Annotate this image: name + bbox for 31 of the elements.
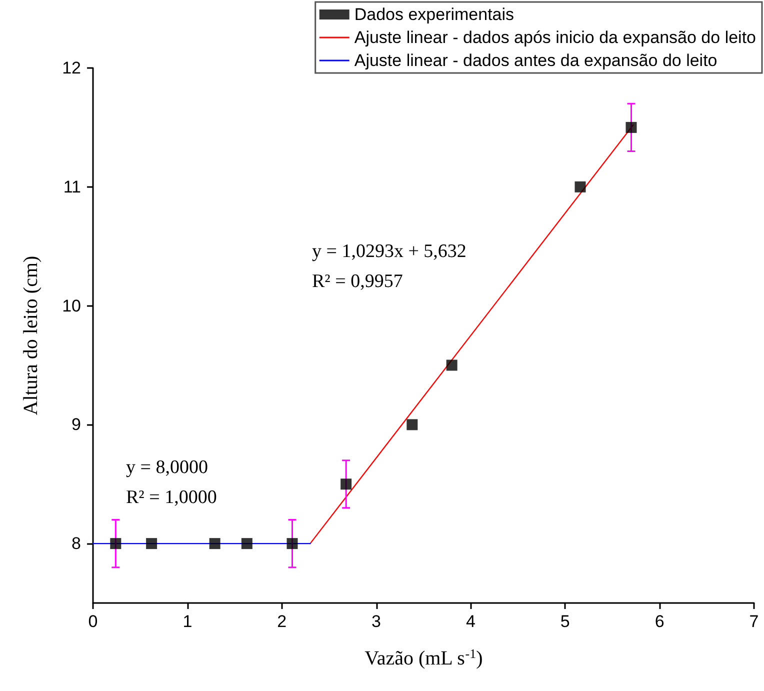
x-tick-label: 3 bbox=[372, 612, 382, 631]
y-tick-label: 8 bbox=[72, 534, 81, 554]
legend-label: Ajuste linear - dados antes da expansão do leito bbox=[354, 51, 718, 70]
point bbox=[626, 122, 637, 133]
x-tick-label: 0 bbox=[88, 612, 98, 631]
point bbox=[574, 181, 586, 192]
point bbox=[340, 478, 352, 490]
y-tick-label: 9 bbox=[72, 415, 81, 434]
point bbox=[406, 419, 418, 430]
x-tick-label: 7 bbox=[749, 612, 759, 631]
y-tick-label: 12 bbox=[62, 58, 81, 78]
x-tick-label: 5 bbox=[560, 612, 570, 631]
annotation: R² = 1,0000 bbox=[126, 487, 217, 508]
y-tick-label: 11 bbox=[63, 177, 81, 196]
point bbox=[110, 538, 122, 550]
point bbox=[446, 360, 458, 371]
y-tick-label: 10 bbox=[62, 296, 81, 316]
y-axis-title: Altura do leito (cm) bbox=[20, 256, 42, 416]
legend-label: Dados experimentais bbox=[354, 5, 514, 24]
point bbox=[146, 538, 158, 550]
x-tick-label: 4 bbox=[466, 612, 476, 631]
legend-label: Ajuste linear - dados após inicio da expansão do leito bbox=[354, 28, 756, 47]
annotation: y = 8,0000 bbox=[126, 457, 208, 478]
point bbox=[241, 538, 252, 550]
x-tick-label: 1 bbox=[182, 612, 192, 631]
annotation: y = 1,0293x + 5,632 bbox=[312, 241, 466, 262]
point bbox=[209, 538, 220, 550]
annotation: R² = 0,9957 bbox=[312, 271, 403, 292]
point bbox=[286, 538, 298, 550]
x-tick-label: 2 bbox=[277, 612, 287, 631]
x-tick-label: 6 bbox=[654, 612, 664, 631]
